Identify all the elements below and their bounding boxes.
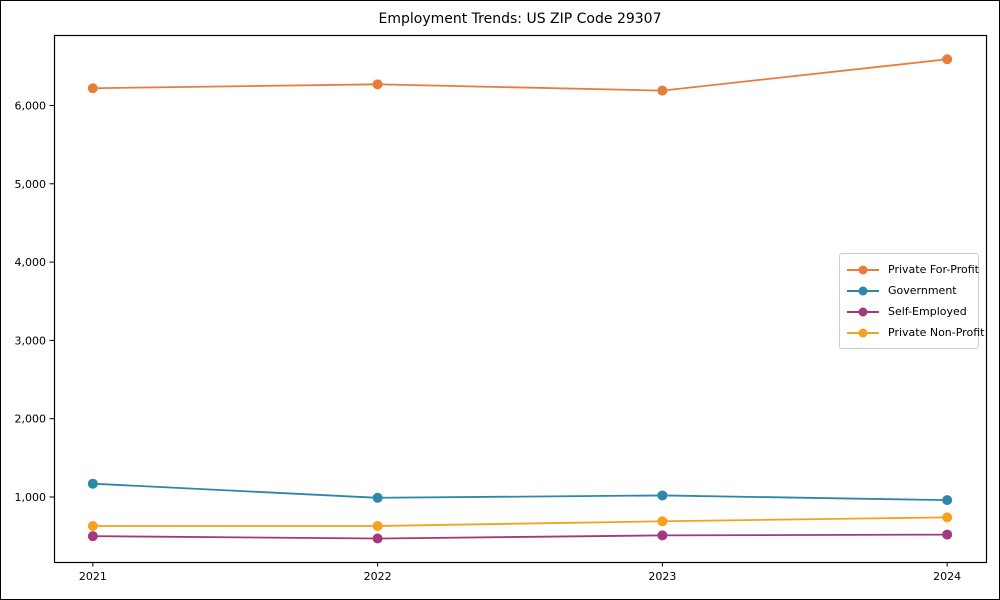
y-tick-label: 6,000	[15, 99, 47, 112]
y-tick-label: 1,000	[15, 491, 47, 504]
series-marker-private-for-profit-2022	[372, 79, 383, 90]
x-tick-label: 2021	[79, 570, 107, 583]
series-marker-government-2021	[87, 478, 98, 489]
legend-swatch-private-for-profit	[847, 265, 879, 274]
legend: Private For-Profit Government Self-Employe…	[839, 253, 984, 349]
series-marker-government-2024	[942, 495, 953, 506]
series-marker-self-employed-2024	[942, 529, 953, 540]
series-marker-private-non-profit-2023	[657, 516, 668, 527]
x-tick-label: 2023	[648, 570, 676, 583]
x-tick-label: 2022	[364, 570, 392, 583]
y-tick-label: 5,000	[15, 178, 47, 191]
legend-swatch-private-non-profit	[847, 328, 879, 337]
series-line-private-for-profit	[91, 58, 949, 92]
series-marker-private-for-profit-2024	[942, 54, 953, 65]
series-marker-self-employed-2022	[372, 533, 383, 544]
series-marker-private-non-profit-2024	[942, 512, 953, 523]
y-tick-label: 3,000	[15, 334, 47, 347]
legend-item-private-non-profit: Private Non-Profit	[846, 322, 984, 343]
series-marker-private-non-profit-2021	[87, 520, 98, 531]
series-marker-government-2022	[372, 492, 383, 503]
series-marker-self-employed-2021	[87, 531, 98, 542]
legend-label: Government	[888, 284, 957, 297]
legend-label: Private For-Profit	[888, 263, 979, 276]
series-line-government	[91, 482, 949, 502]
legend-label: Private Non-Profit	[888, 326, 985, 339]
legend-item-government: Government	[846, 280, 972, 301]
series-marker-private-for-profit-2021	[87, 83, 98, 94]
y-tick-label: 2,000	[15, 413, 47, 426]
x-tick-label: 2024	[933, 570, 961, 583]
series-marker-self-employed-2023	[657, 530, 668, 541]
y-tick-label: 4,000	[15, 256, 47, 269]
legend-swatch-self-employed	[847, 307, 879, 316]
legend-swatch-government	[847, 286, 879, 295]
series-marker-private-for-profit-2023	[657, 85, 668, 96]
series-line-private-non-profit	[91, 516, 949, 527]
series-line-self-employed	[91, 533, 949, 540]
legend-item-private-for-profit: Private For-Profit	[846, 259, 979, 280]
series-marker-private-non-profit-2022	[372, 520, 383, 531]
series-marker-government-2023	[657, 490, 668, 501]
legend-item-self-employed: Self-Employed	[846, 301, 972, 322]
axes-box	[53, 34, 988, 564]
legend-label: Self-Employed	[888, 305, 967, 318]
chart-title: Employment Trends: US ZIP Code 29307	[378, 11, 662, 27]
